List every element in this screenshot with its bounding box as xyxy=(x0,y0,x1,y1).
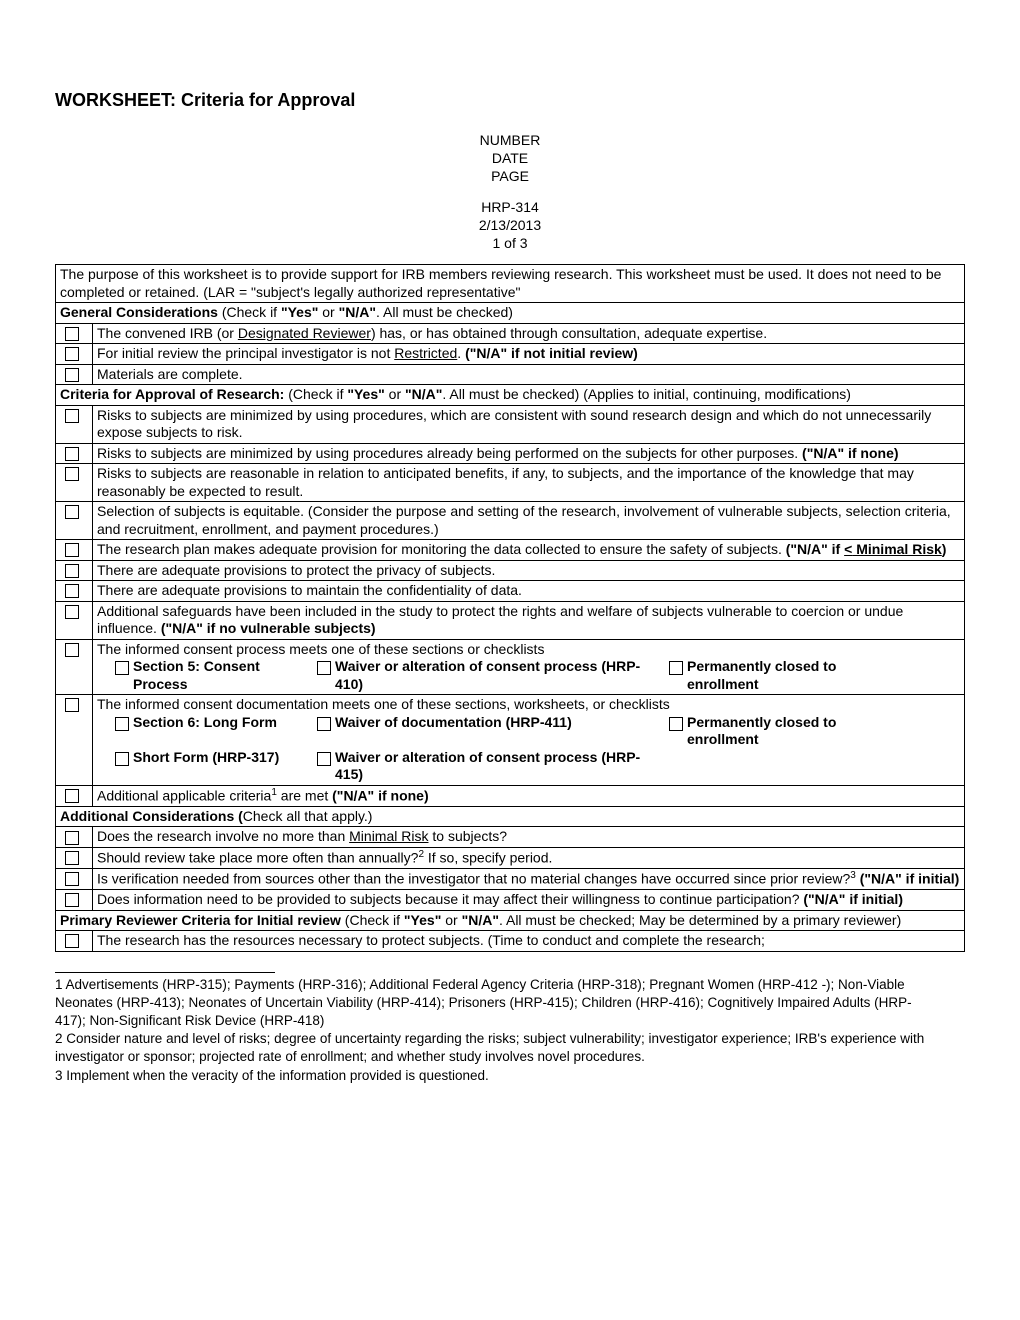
checkbox[interactable] xyxy=(65,872,79,886)
row-text: Risks to subjects are minimized by using… xyxy=(93,443,965,464)
checkbox[interactable] xyxy=(65,409,79,423)
row-text: Should review take place more often than… xyxy=(93,847,965,868)
checkbox[interactable] xyxy=(115,661,129,675)
row-text: Risks to subjects are minimized by using… xyxy=(93,405,965,443)
checkbox[interactable] xyxy=(65,584,79,598)
row-text: There are adequate provisions to maintai… xyxy=(93,581,965,602)
value-page: 1 of 3 xyxy=(55,234,965,252)
footnote-2: 2 Consider nature and level of risks; de… xyxy=(55,1030,935,1066)
section-criteria: Criteria for Approval of Research: (Chec… xyxy=(56,385,965,406)
checkbox[interactable] xyxy=(65,605,79,619)
checkbox[interactable] xyxy=(65,505,79,519)
checkbox[interactable] xyxy=(115,752,129,766)
row-text: Additional applicable criteria1 are met … xyxy=(93,785,965,806)
row-text: There are adequate provisions to protect… xyxy=(93,560,965,581)
row-text: The research has the resources necessary… xyxy=(93,931,965,952)
row-text: Materials are complete. xyxy=(93,364,965,385)
row-text: Does information need to be provided to … xyxy=(93,890,965,911)
meta-values: HRP-314 2/13/2013 1 of 3 xyxy=(55,198,965,253)
checkbox[interactable] xyxy=(65,347,79,361)
checkbox[interactable] xyxy=(65,789,79,803)
row-text: For initial review the principal investi… xyxy=(93,344,965,365)
checkbox[interactable] xyxy=(669,661,683,675)
checkbox[interactable] xyxy=(65,467,79,481)
checkbox[interactable] xyxy=(317,661,331,675)
meta-labels: NUMBER DATE PAGE xyxy=(55,131,965,186)
checkbox[interactable] xyxy=(317,752,331,766)
checkbox[interactable] xyxy=(65,564,79,578)
footnotes: 1 Advertisements (HRP-315); Payments (HR… xyxy=(55,972,275,1085)
checkbox[interactable] xyxy=(65,893,79,907)
row-text: Is verification needed from sources othe… xyxy=(93,868,965,889)
footnote-3: 3 Implement when the veracity of the inf… xyxy=(55,1067,935,1085)
checkbox[interactable] xyxy=(65,368,79,382)
row-text: The informed consent process meets one o… xyxy=(93,639,965,695)
value-date: 2/13/2013 xyxy=(55,216,965,234)
checkbox[interactable] xyxy=(65,851,79,865)
row-text: Additional safeguards have been included… xyxy=(93,601,965,639)
checkbox[interactable] xyxy=(65,831,79,845)
checkbox[interactable] xyxy=(65,698,79,712)
row-text: The informed consent documentation meets… xyxy=(93,695,965,786)
section-primary-reviewer: Primary Reviewer Criteria for Initial re… xyxy=(56,910,965,931)
label-date: DATE xyxy=(55,149,965,167)
checkbox[interactable] xyxy=(65,543,79,557)
value-number: HRP-314 xyxy=(55,198,965,216)
checkbox[interactable] xyxy=(317,717,331,731)
checkbox[interactable] xyxy=(65,327,79,341)
worksheet-table: The purpose of this worksheet is to prov… xyxy=(55,264,965,951)
section-additional: Additional Considerations (Check all tha… xyxy=(56,806,965,827)
checkbox[interactable] xyxy=(65,447,79,461)
row-text: The convened IRB (or Designated Reviewer… xyxy=(93,323,965,344)
label-number: NUMBER xyxy=(55,131,965,149)
footnote-1: 1 Advertisements (HRP-315); Payments (HR… xyxy=(55,976,935,1031)
row-text: Risks to subjects are reasonable in rela… xyxy=(93,464,965,502)
purpose-text: The purpose of this worksheet is to prov… xyxy=(56,265,965,303)
row-text: Does the research involve no more than M… xyxy=(93,827,965,848)
checkbox[interactable] xyxy=(115,717,129,731)
checkbox[interactable] xyxy=(65,643,79,657)
checkbox[interactable] xyxy=(669,717,683,731)
row-text: Selection of subjects is equitable. (Con… xyxy=(93,502,965,540)
label-page: PAGE xyxy=(55,167,965,185)
checkbox[interactable] xyxy=(65,934,79,948)
row-text: The research plan makes adequate provisi… xyxy=(93,540,965,561)
page-title: WORKSHEET: Criteria for Approval xyxy=(55,90,965,111)
section-general: General Considerations (Check if "Yes" o… xyxy=(56,303,965,324)
